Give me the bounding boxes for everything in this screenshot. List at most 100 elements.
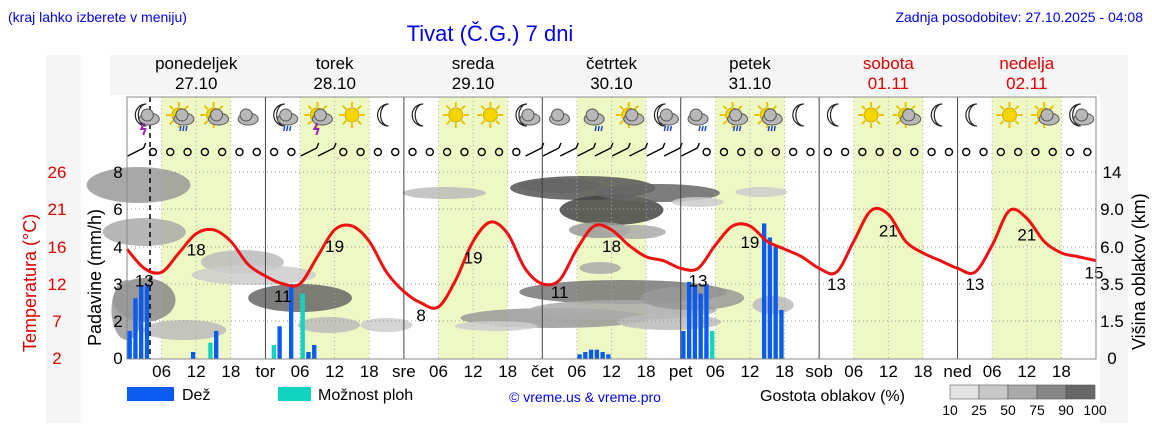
time-tick: 18 <box>637 362 656 381</box>
day-date: 01.11 <box>868 74 909 93</box>
density-scale-swatch <box>1065 384 1096 400</box>
time-tick: 18 <box>775 362 794 381</box>
sun-ray <box>757 119 763 125</box>
cloud-puff <box>689 108 703 122</box>
precip-tick: 2 <box>113 312 122 331</box>
sun-ray <box>722 119 728 125</box>
sun-cloud-icon <box>615 102 645 128</box>
density-scale-tick: 25 <box>971 402 987 418</box>
wind-calm <box>962 147 971 157</box>
wind-calm <box>269 147 279 157</box>
wind-calm <box>217 147 227 157</box>
time-tick: 18 <box>1052 362 1071 381</box>
cloud-density-patch <box>672 197 724 207</box>
wind-calm <box>910 147 919 157</box>
day-name: torek <box>316 54 354 73</box>
wind-calm <box>996 147 1006 157</box>
sun-ray <box>480 105 486 111</box>
density-scale-tick: 10 <box>942 402 958 418</box>
cloud-axis-label: Višina oblakov (km) <box>1129 193 1149 350</box>
sun-ray <box>999 105 1005 111</box>
temp-value-label: 19 <box>740 233 759 252</box>
moon-rain-icon <box>273 103 299 132</box>
day-name: nedelja <box>999 54 1054 73</box>
wind-calm <box>148 147 158 157</box>
shower-bar <box>710 330 715 359</box>
sun-disc <box>344 107 360 123</box>
sun-ray <box>910 105 916 111</box>
rain-bar <box>698 293 703 359</box>
sun-cloud-icon <box>892 102 922 128</box>
shower-legend-label: Možnost ploh <box>318 387 413 404</box>
cloud-density-patch <box>454 321 538 331</box>
wind-barb <box>300 147 318 157</box>
sun-ray <box>203 105 209 111</box>
time-tick: 12 <box>325 362 344 381</box>
moon-icon <box>965 103 977 127</box>
temp-value-label: 13 <box>135 271 154 290</box>
wind-calm <box>944 147 954 157</box>
rain-legend-label: Dež <box>182 387 210 404</box>
rain-bar <box>190 351 196 359</box>
density-scale-swatch <box>1007 384 1038 400</box>
cloud-puff <box>763 108 777 122</box>
temperature-line <box>125 206 1097 310</box>
day-name: sreda <box>452 54 495 73</box>
wind-barb-flag <box>316 142 320 149</box>
rain-drop <box>285 125 289 132</box>
cloud-density-field <box>86 167 794 340</box>
density-legend-label: Gostota oblakov (%) <box>760 388 905 405</box>
rain-legend-swatch <box>127 387 174 401</box>
cloud-density-patch <box>579 262 621 274</box>
temp-value-label: 18 <box>187 241 206 260</box>
sun-ray <box>757 105 763 111</box>
menu-hint-link[interactable]: (kraj lahko izberete v meniju) <box>8 9 187 25</box>
moon-shape <box>515 103 528 127</box>
page-title: Tivat (Č.G.) 7 dni <box>407 21 574 46</box>
time-tick: 18 <box>221 362 240 381</box>
rain-drop <box>732 125 736 132</box>
sun-cloud-icon <box>200 102 230 128</box>
wind-barb-flag <box>696 142 701 149</box>
cloud-puff <box>313 108 327 122</box>
credit-link[interactable]: © vreme.us & vreme.pro <box>509 389 661 405</box>
cloud-density-patch <box>297 317 361 333</box>
wind-calm <box>1031 147 1040 157</box>
sun-storm-icon <box>304 102 333 136</box>
wind-calm <box>373 147 383 157</box>
day-name: petek <box>729 54 771 73</box>
wind-calm <box>252 147 261 157</box>
day-name: četrtek <box>586 54 638 73</box>
rain-bar <box>600 351 605 359</box>
rain-drop <box>288 125 292 132</box>
temp-value-label: 21 <box>1017 225 1036 244</box>
rain-drop <box>282 125 286 132</box>
temp-value-label: 19 <box>464 248 483 267</box>
cloud-height-tick: 0 <box>1107 349 1116 368</box>
time-tick: ned <box>943 362 971 381</box>
wind-calm <box>442 147 452 157</box>
rain-bar <box>214 330 219 359</box>
wind-calm <box>788 147 798 157</box>
wind-calm <box>823 147 832 157</box>
cloud-icon <box>237 108 259 126</box>
wind-calm <box>1048 147 1057 157</box>
wind-calm <box>287 147 296 157</box>
rain-drop <box>182 125 185 132</box>
temp-value-label: 13 <box>827 275 846 294</box>
wind-calm <box>1083 147 1092 157</box>
sun-ray <box>342 119 347 125</box>
time-tick: pet <box>669 362 693 381</box>
sun-ray <box>495 119 501 125</box>
sun-disc <box>482 107 498 123</box>
wind-barb-flag <box>558 142 562 149</box>
sun-ray <box>999 119 1005 125</box>
wind-calm <box>1013 147 1023 157</box>
density-scale-tick: 75 <box>1029 402 1045 418</box>
sun-ray <box>1034 105 1040 111</box>
rain-drop <box>701 125 704 132</box>
rain-bar <box>779 309 784 359</box>
cloud-puff <box>175 108 189 122</box>
cloud-density-patch <box>191 265 317 285</box>
temp-tick: 21 <box>48 200 67 219</box>
